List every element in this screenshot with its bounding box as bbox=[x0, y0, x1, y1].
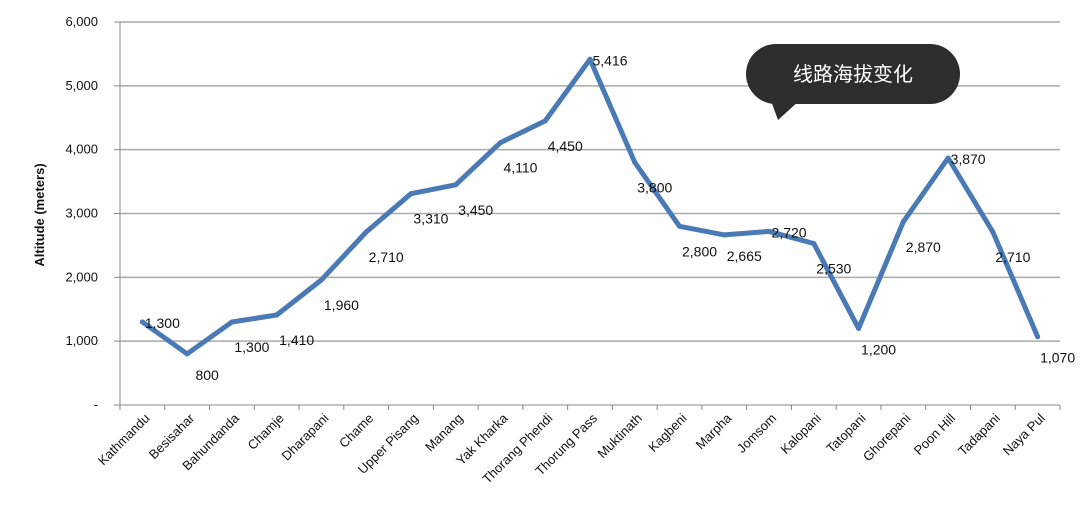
data-label: 5,416 bbox=[592, 52, 627, 68]
data-label: 2,710 bbox=[995, 249, 1030, 265]
data-point bbox=[990, 229, 996, 235]
y-tick-label-6: 6,000 bbox=[65, 14, 98, 29]
bubble-text: 线路海拔变化 bbox=[793, 62, 913, 86]
y-tick-label-4: 4,000 bbox=[65, 142, 98, 157]
data-label: 3,310 bbox=[413, 211, 448, 227]
data-label: 3,800 bbox=[637, 179, 672, 195]
y-tick-label-0: - bbox=[94, 397, 98, 412]
data-point bbox=[139, 319, 145, 325]
data-point bbox=[945, 155, 951, 161]
data-point bbox=[497, 140, 503, 146]
x-category-label: Tadapani bbox=[955, 410, 1003, 458]
data-label: 2,710 bbox=[369, 249, 404, 265]
data-point bbox=[542, 118, 548, 124]
x-category-label: Marpha bbox=[693, 410, 735, 452]
data-point bbox=[587, 56, 593, 62]
data-label: 1,960 bbox=[324, 297, 359, 313]
data-labels-group: 1,300 800 1,300 1,410 1,960 2,710 3,310 3,450 4,… bbox=[145, 52, 1075, 383]
data-label: 4,110 bbox=[503, 160, 537, 176]
data-point bbox=[408, 191, 414, 197]
bubble-body bbox=[746, 44, 960, 104]
y-axis-title: Altitude (meters) bbox=[32, 163, 47, 266]
x-category-label: Kalopani bbox=[778, 410, 824, 456]
data-label: 2,665 bbox=[727, 248, 762, 264]
x-category-label: Tatopani bbox=[823, 410, 868, 455]
data-point bbox=[632, 159, 638, 165]
x-category-label: Muktinath bbox=[594, 411, 644, 461]
x-category-label: Jomsom bbox=[734, 411, 779, 456]
data-point bbox=[274, 312, 280, 318]
x-category-label: Dharapani bbox=[279, 410, 332, 463]
data-label: 3,870 bbox=[951, 151, 986, 167]
gridlines bbox=[120, 21, 1060, 342]
data-point bbox=[318, 277, 324, 283]
y-axis: - 1,000 2,000 3,000 4,000 5,000 6,000 bbox=[65, 14, 121, 412]
data-point bbox=[184, 351, 190, 357]
data-point bbox=[900, 219, 906, 225]
data-point bbox=[363, 229, 369, 235]
data-point bbox=[811, 241, 817, 247]
x-category-label: Chame bbox=[336, 411, 376, 451]
data-point bbox=[677, 223, 683, 229]
series-group bbox=[139, 56, 1041, 357]
annotation-bubble: 线路海拔变化 bbox=[746, 44, 960, 120]
x-category-label: Poon Hill bbox=[911, 410, 958, 457]
data-label: 1,410 bbox=[279, 332, 314, 348]
x-category-label: Kagbeni bbox=[645, 410, 689, 454]
x-category-label: Manang bbox=[422, 411, 466, 455]
y-tick-label-1: 1,000 bbox=[65, 333, 98, 348]
data-label: 1,300 bbox=[145, 315, 180, 331]
data-point bbox=[766, 228, 772, 234]
x-category-label: Chamje bbox=[245, 411, 287, 453]
data-label: 2,530 bbox=[816, 261, 851, 277]
data-label: 800 bbox=[195, 367, 219, 383]
y-tick-label-5: 5,000 bbox=[65, 78, 98, 93]
data-point bbox=[1035, 334, 1041, 340]
data-label: 1,200 bbox=[861, 341, 896, 357]
x-category-label: Naya Pul bbox=[1000, 410, 1048, 458]
data-label: 2,800 bbox=[682, 243, 717, 259]
data-label: 2,720 bbox=[772, 224, 807, 240]
y-tick-label-3: 3,000 bbox=[65, 206, 98, 221]
x-category-label: Ghorepani bbox=[860, 410, 914, 464]
x-category-label: Kathmandu bbox=[95, 411, 153, 469]
data-label: 1,300 bbox=[234, 339, 269, 355]
data-point bbox=[453, 182, 459, 188]
data-label: 2,870 bbox=[906, 239, 941, 255]
data-label: 1,070 bbox=[1040, 350, 1075, 366]
data-label: 3,450 bbox=[458, 202, 493, 218]
data-label: 4,450 bbox=[548, 138, 583, 154]
data-point bbox=[229, 319, 235, 325]
data-point bbox=[856, 325, 862, 331]
bubble-tail bbox=[770, 98, 800, 120]
y-tick-label-2: 2,000 bbox=[65, 269, 98, 284]
data-point bbox=[721, 232, 727, 238]
